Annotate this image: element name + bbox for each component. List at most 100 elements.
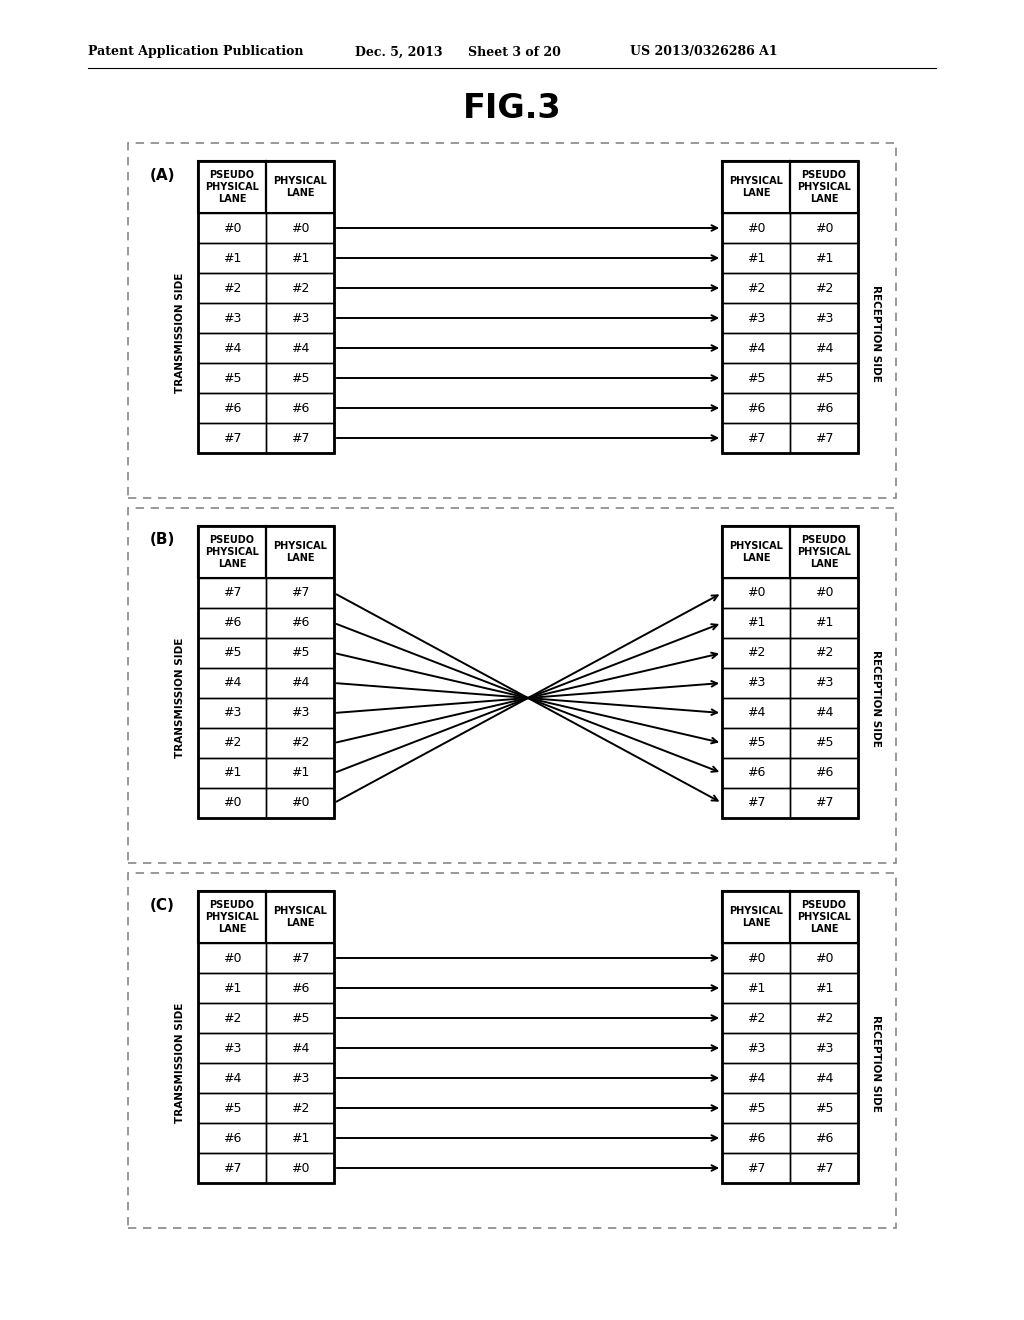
Text: #7: #7 bbox=[746, 796, 765, 809]
Text: #3: #3 bbox=[223, 1041, 242, 1055]
Bar bbox=[790, 668, 858, 698]
Bar bbox=[266, 638, 334, 668]
Bar bbox=[722, 525, 790, 578]
Bar bbox=[266, 1063, 334, 1093]
Text: #4: #4 bbox=[291, 1041, 309, 1055]
Bar bbox=[722, 333, 790, 363]
Bar bbox=[790, 1063, 858, 1093]
Bar bbox=[790, 161, 858, 213]
Bar bbox=[722, 1152, 790, 1183]
Bar bbox=[722, 638, 790, 668]
Bar bbox=[722, 609, 790, 638]
Text: #6: #6 bbox=[223, 616, 242, 630]
Text: #0: #0 bbox=[223, 222, 242, 235]
Text: #1: #1 bbox=[746, 982, 765, 994]
Text: #4: #4 bbox=[746, 706, 765, 719]
Bar bbox=[722, 243, 790, 273]
Bar bbox=[722, 973, 790, 1003]
Text: #4: #4 bbox=[815, 706, 834, 719]
Text: #1: #1 bbox=[223, 252, 242, 264]
Text: #0: #0 bbox=[746, 222, 765, 235]
Text: #7: #7 bbox=[223, 432, 242, 445]
Bar bbox=[722, 578, 790, 609]
Text: #7: #7 bbox=[815, 796, 834, 809]
Bar bbox=[198, 758, 266, 788]
Text: #6: #6 bbox=[746, 401, 765, 414]
Bar bbox=[790, 788, 858, 818]
Bar bbox=[722, 422, 790, 453]
Text: #4: #4 bbox=[746, 1072, 765, 1085]
Text: #2: #2 bbox=[223, 1011, 242, 1024]
Bar bbox=[266, 243, 334, 273]
Text: #4: #4 bbox=[223, 1072, 242, 1085]
Bar bbox=[198, 161, 334, 453]
Bar bbox=[198, 333, 266, 363]
Bar bbox=[198, 363, 266, 393]
Bar bbox=[266, 578, 334, 609]
Text: Dec. 5, 2013: Dec. 5, 2013 bbox=[355, 45, 442, 58]
Bar bbox=[790, 758, 858, 788]
Text: #6: #6 bbox=[223, 1131, 242, 1144]
Bar bbox=[722, 161, 790, 213]
Bar bbox=[266, 609, 334, 638]
Bar bbox=[722, 363, 790, 393]
Text: #1: #1 bbox=[815, 982, 834, 994]
Text: #7: #7 bbox=[291, 952, 309, 965]
Bar bbox=[722, 273, 790, 304]
Text: #6: #6 bbox=[746, 1131, 765, 1144]
Text: Patent Application Publication: Patent Application Publication bbox=[88, 45, 303, 58]
Bar bbox=[722, 213, 790, 243]
Text: #7: #7 bbox=[746, 1162, 765, 1175]
Bar bbox=[722, 1034, 790, 1063]
Text: #0: #0 bbox=[815, 586, 834, 599]
Text: #3: #3 bbox=[291, 1072, 309, 1085]
Text: #3: #3 bbox=[815, 676, 834, 689]
Bar bbox=[722, 668, 790, 698]
Text: PHYSICAL
LANE: PHYSICAL LANE bbox=[273, 176, 327, 198]
Text: #5: #5 bbox=[291, 647, 309, 660]
Text: RECEPTION SIDE: RECEPTION SIDE bbox=[871, 285, 881, 381]
Text: TRANSMISSION SIDE: TRANSMISSION SIDE bbox=[175, 273, 185, 393]
Text: #2: #2 bbox=[291, 1101, 309, 1114]
Text: #7: #7 bbox=[223, 1162, 242, 1175]
Text: #3: #3 bbox=[223, 312, 242, 325]
Text: #4: #4 bbox=[746, 342, 765, 355]
Text: #6: #6 bbox=[291, 401, 309, 414]
Text: #5: #5 bbox=[815, 737, 834, 750]
Text: #3: #3 bbox=[223, 706, 242, 719]
Bar bbox=[198, 422, 266, 453]
Text: #5: #5 bbox=[223, 371, 242, 384]
Text: #0: #0 bbox=[815, 952, 834, 965]
Text: #2: #2 bbox=[223, 737, 242, 750]
Bar bbox=[790, 578, 858, 609]
Bar bbox=[790, 1034, 858, 1063]
Bar bbox=[198, 891, 334, 1183]
Bar bbox=[266, 525, 334, 578]
Text: #2: #2 bbox=[746, 647, 765, 660]
Text: #1: #1 bbox=[291, 767, 309, 780]
Bar bbox=[266, 788, 334, 818]
Text: #0: #0 bbox=[815, 222, 834, 235]
Bar bbox=[198, 393, 266, 422]
Text: #4: #4 bbox=[291, 342, 309, 355]
Text: TRANSMISSION SIDE: TRANSMISSION SIDE bbox=[175, 638, 185, 758]
Bar bbox=[722, 1063, 790, 1093]
Bar bbox=[198, 1093, 266, 1123]
Bar bbox=[790, 1093, 858, 1123]
Bar bbox=[266, 393, 334, 422]
Bar bbox=[722, 942, 790, 973]
Text: #6: #6 bbox=[746, 767, 765, 780]
Bar bbox=[198, 668, 266, 698]
Bar bbox=[198, 243, 266, 273]
Bar bbox=[790, 891, 858, 942]
Bar bbox=[790, 243, 858, 273]
Bar bbox=[790, 422, 858, 453]
Bar bbox=[790, 942, 858, 973]
Text: #3: #3 bbox=[815, 1041, 834, 1055]
Bar bbox=[790, 609, 858, 638]
Text: #4: #4 bbox=[815, 342, 834, 355]
Text: #5: #5 bbox=[815, 371, 834, 384]
Bar bbox=[266, 422, 334, 453]
Bar bbox=[198, 1152, 266, 1183]
Text: #1: #1 bbox=[223, 767, 242, 780]
